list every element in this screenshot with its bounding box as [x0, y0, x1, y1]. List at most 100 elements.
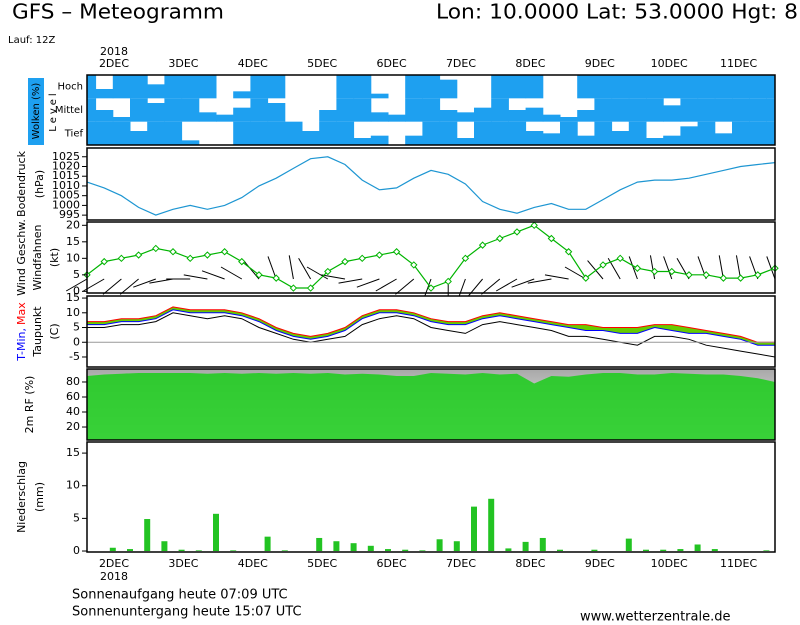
cloud-cell: [147, 84, 165, 99]
wind-barb: [663, 256, 673, 280]
cloud-cell: [181, 75, 200, 99]
y-label: (kt): [48, 248, 61, 267]
cloud-cell: [594, 75, 613, 99]
wind-barb: [564, 266, 587, 280]
cloud-cell: [663, 135, 681, 145]
cloud-cell: [646, 138, 664, 145]
precip-bar: [281, 550, 288, 552]
cloud-cell: [680, 126, 699, 145]
y-tick-label: 5: [73, 321, 80, 334]
wind-barb: [395, 278, 415, 295]
cloud-cell: [749, 75, 767, 99]
precip-bar: [643, 549, 649, 552]
cloud-cell: [577, 75, 595, 99]
temp-line: [87, 309, 775, 346]
wind-barb: [298, 257, 312, 280]
cloud-cell: [646, 98, 664, 122]
cloud-cell: [95, 110, 114, 122]
cloud-cell: [714, 75, 733, 99]
y-tick-label: -5: [69, 350, 80, 363]
cloud-cell: [164, 98, 183, 122]
y-tick-label: 10: [66, 306, 80, 319]
y-tick-label: 1005: [52, 189, 80, 202]
cloud-cell: [697, 121, 716, 145]
y-tick-label: 15: [66, 235, 80, 248]
wind-barb: [766, 256, 776, 280]
cloud-cell: [508, 75, 527, 99]
wind-marker: [633, 264, 642, 272]
wind-barb: [220, 266, 243, 280]
wind-marker: [324, 267, 332, 276]
cloud-cell: [508, 110, 527, 122]
precip-bar: [109, 547, 116, 552]
cloud-cell: [370, 93, 389, 99]
cloud-cell: [284, 121, 303, 145]
precip-bar: [591, 549, 598, 552]
wind-marker: [410, 261, 418, 269]
panel-frame: [86, 441, 776, 553]
cloud-cell: [112, 75, 131, 99]
wind-marker: [736, 274, 745, 282]
wind-marker: [375, 251, 384, 259]
cloud-cell: [233, 121, 251, 145]
cloud-cell: [302, 131, 320, 145]
wind-marker: [496, 234, 504, 243]
wind-barb: [306, 266, 329, 280]
location: Lon: 10.0000 Lat: 53.0000 Hgt: 8: [436, 0, 798, 24]
y-label: (mm): [33, 482, 46, 512]
cloud-cell: [456, 138, 475, 145]
cloud-cell: [336, 98, 355, 122]
y-label: Level: [48, 90, 59, 131]
cloud-cell: [560, 121, 578, 145]
cloud-cell: [732, 121, 750, 145]
cloud-cell: [353, 98, 372, 122]
year-bottom: 2018: [100, 570, 128, 583]
wind-marker: [272, 274, 280, 282]
wind-barb: [527, 278, 552, 284]
cloud-cell: [250, 75, 269, 99]
wind-barb: [102, 278, 122, 295]
wind-barb: [511, 278, 535, 288]
precip-bar: [213, 513, 219, 552]
precip-bar: [230, 550, 237, 552]
day-label-top: 2DEC: [99, 57, 129, 70]
cloud-cell: [749, 98, 767, 122]
precip-bar: [161, 541, 168, 552]
cloud-cell: [336, 75, 355, 99]
wind-marker: [117, 254, 126, 263]
cloud-cell: [87, 75, 97, 99]
panel-bg: [87, 296, 775, 367]
cloud-cell: [474, 121, 492, 145]
cloud-cell: [87, 98, 97, 122]
y-tick-label: 1000: [52, 198, 80, 211]
cloud-cell: [353, 75, 372, 99]
day-label-bottom: 9DEC: [585, 557, 615, 570]
y-tick-label: 20: [66, 218, 80, 231]
panel-frame: [86, 368, 776, 441]
wind-marker: [203, 251, 212, 259]
precip-bar: [333, 541, 340, 552]
wind-marker: [702, 271, 710, 279]
precip-bar: [539, 537, 546, 552]
precip-bar: [677, 549, 684, 552]
cloud-cell: [542, 133, 561, 145]
cloud-cell: [577, 135, 595, 145]
cloud-cell: [714, 133, 733, 145]
cloud-cell: [732, 98, 750, 122]
day-label-top: 5DEC: [307, 57, 337, 70]
day-label-bottom: 3DEC: [168, 557, 198, 570]
wind-marker: [169, 248, 177, 256]
wind-barb: [628, 256, 638, 280]
day-label-bottom: 10DEC: [651, 557, 688, 570]
cloud-cell: [319, 110, 337, 122]
wind-barb: [495, 278, 518, 292]
cloud-cell: [542, 114, 561, 122]
wind-barb: [119, 278, 139, 295]
wind-marker: [238, 257, 246, 266]
wind-marker: [719, 274, 728, 282]
wind-marker: [616, 254, 624, 263]
cloud-cell: [370, 112, 389, 122]
cloud-cell: [164, 75, 183, 99]
wind-marker: [754, 271, 762, 279]
cloud-cell: [646, 75, 664, 99]
